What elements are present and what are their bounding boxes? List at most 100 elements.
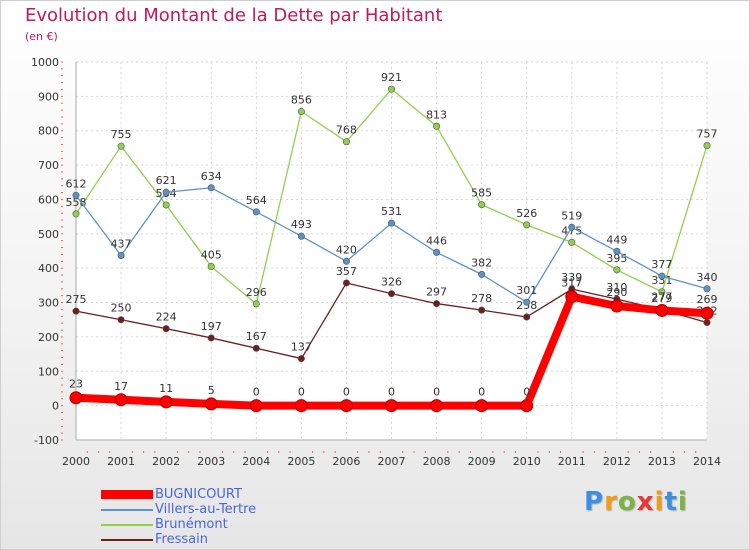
data-point [433,300,441,308]
x-tick-label: 2010 [513,455,541,468]
data-label: 339 [561,271,582,284]
data-point [568,223,576,231]
data-point [703,318,711,326]
data-label: 446 [426,234,447,247]
y-tick-label: 300 [38,297,59,310]
data-point [72,191,80,199]
y-tick-label: 400 [38,262,59,275]
data-point [342,279,350,287]
data-point [207,184,215,192]
data-point [297,232,305,240]
data-point [342,257,350,265]
x-tick-label: 2009 [468,455,496,468]
data-label: 526 [516,207,537,220]
data-point [700,306,714,320]
x-tick-label: 2004 [242,455,270,468]
data-label: 768 [336,124,357,137]
data-point [478,270,486,278]
logo-letter: i [677,487,688,517]
data-label: 0 [478,386,485,399]
data-point [117,316,125,324]
data-point [703,142,711,150]
line-chart: -100010020030040050060070080090010002000… [31,56,721,468]
proxiti-logo: Proxiti [584,487,688,517]
logo-letter: t [664,487,678,517]
legend: BUGNICOURT Villers-au-Tertre Brunémont F… [101,487,351,547]
data-label: 0 [343,386,350,399]
x-tick-label: 2014 [693,455,721,468]
data-label: 755 [111,128,132,141]
data-label: 0 [523,386,530,399]
y-tick-label: 100 [38,365,59,378]
x-tick-label: 2000 [62,455,90,468]
data-point [385,399,398,413]
legend-swatch-bugnicourt [101,490,153,499]
x-tick-label: 2003 [197,455,225,468]
data-point [387,219,395,227]
data-label: 621 [156,174,177,187]
data-point [430,399,444,413]
data-point [252,208,260,216]
data-label: 0 [433,386,440,399]
data-label: 278 [471,292,492,305]
data-label: 449 [606,233,627,246]
y-tick-label: 900 [38,90,59,103]
data-label: 475 [561,224,582,237]
x-tick-label: 2011 [558,455,586,468]
x-tick-label: 2002 [152,455,180,468]
data-point [613,247,621,255]
data-point [342,138,350,146]
data-point [387,85,395,93]
data-label: 813 [426,108,447,121]
data-point [114,393,128,407]
data-point [162,188,170,196]
y-tick-label: 500 [38,228,59,241]
x-tick-label: 2005 [287,455,315,468]
data-label: 250 [111,302,132,315]
data-point [162,201,170,209]
data-label: 23 [69,378,83,391]
logo-letter: x [636,487,655,517]
y-tick-label: 600 [38,193,59,206]
data-label: 757 [697,128,718,141]
data-label: 558 [66,196,87,209]
data-point [252,344,260,352]
data-label: 275 [66,293,87,306]
data-label: 11 [159,382,173,395]
data-label: 437 [111,237,132,250]
data-point [658,272,666,280]
data-point [297,355,305,363]
data-label: 0 [253,386,260,399]
data-label: 17 [114,380,128,393]
data-label: 5 [208,384,215,397]
logo-letter: P [584,487,605,517]
chart-subtitle: (en €) [25,30,58,43]
data-point [475,399,489,413]
data-point [610,299,624,313]
data-point [72,210,80,218]
data-point [703,285,711,293]
y-tick-label: 700 [38,159,59,172]
data-point [433,248,441,256]
data-label: 269 [697,293,718,306]
data-point [297,107,305,115]
data-label: 0 [388,386,395,399]
x-tick-label: 2013 [648,455,676,468]
legend-swatch-brunemont [101,524,153,526]
data-label: 297 [426,286,447,299]
legend-item-bugnicourt: BUGNICOURT [101,487,351,502]
data-point [613,266,621,274]
data-label: 197 [201,320,222,333]
data-label: 326 [381,276,402,289]
data-point [523,298,531,306]
data-point [568,238,576,246]
data-label: 585 [471,187,492,200]
data-point [523,221,531,229]
data-label: 612 [66,177,87,190]
legend-label-bugnicourt: BUGNICOURT [155,487,242,502]
data-point [162,325,170,333]
data-point [387,290,395,298]
data-point [252,300,260,308]
data-point [523,313,531,321]
